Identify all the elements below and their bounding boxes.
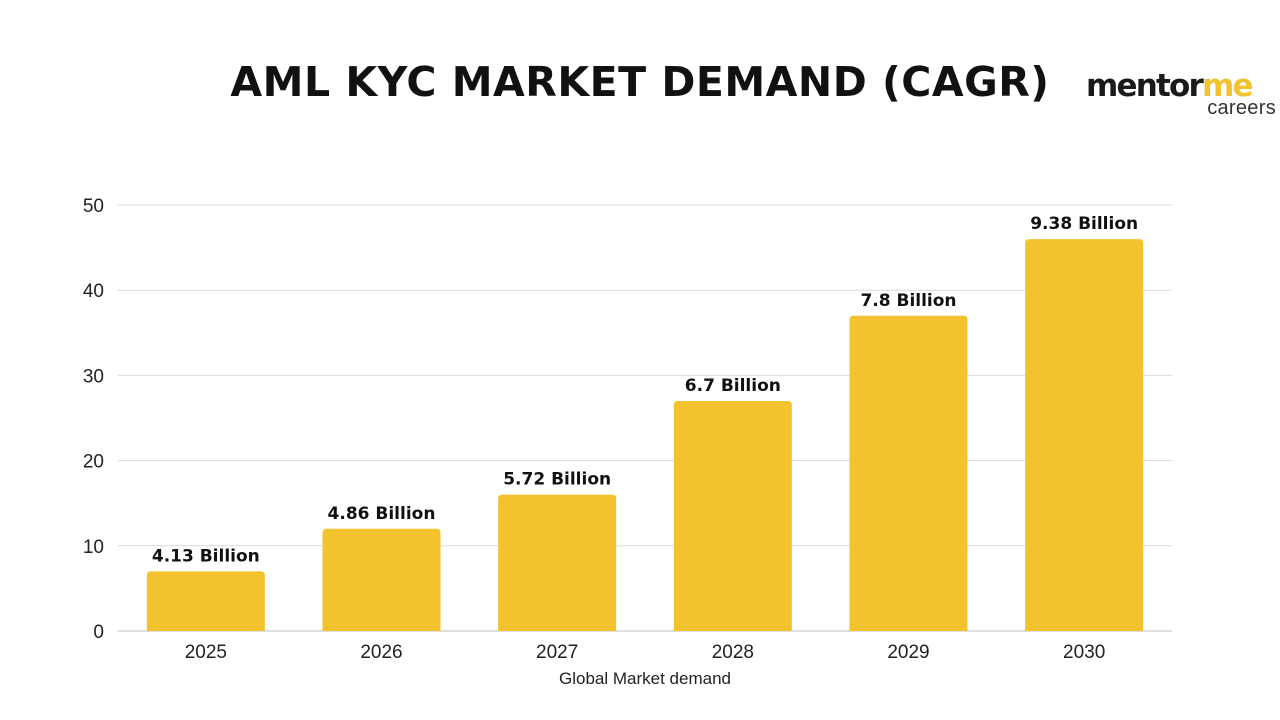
logo-wordmark: mentorme: [1086, 66, 1254, 106]
bar-2026: [322, 528, 441, 631]
y-tick-label: 50: [83, 196, 104, 217]
data-label-2030: 9.38 Billion: [1030, 214, 1138, 234]
y-tick-label: 10: [83, 537, 104, 558]
chart-title: AML KYC MARKET DEMAND (CAGR): [230, 58, 1050, 106]
bar-2030: [1025, 239, 1144, 631]
logo-word-me: me: [1202, 68, 1254, 104]
data-label-2026: 4.86 Billion: [328, 504, 436, 524]
bar-2027: [498, 494, 617, 631]
brand-logo: mentorme careers: [1086, 66, 1278, 126]
data-label-2028: 6.7 Billion: [685, 376, 781, 396]
bar-2028: [673, 400, 792, 631]
logo-subtitle: careers: [1207, 97, 1276, 119]
bar-2025: [146, 571, 265, 631]
logo-word-mentor: mentor: [1086, 68, 1204, 104]
x-tick-label: 2028: [712, 642, 754, 663]
bar-2029: [849, 315, 968, 631]
bars: [146, 239, 1144, 631]
data-labels: 4.13 Billion 4.86 Billion 5.72 Billion 6.7 …: [152, 214, 1138, 566]
y-axis-ticks: 0 10 20 30 40 50: [83, 196, 104, 643]
data-label-2027: 5.72 Billion: [503, 470, 611, 490]
y-tick-label: 30: [83, 366, 104, 387]
x-tick-label: 2026: [360, 642, 402, 663]
data-label-2025: 4.13 Billion: [152, 546, 260, 566]
x-tick-label: 2030: [1063, 642, 1105, 663]
x-axis-ticks: 2025 2026 2027 2028 2029 2030: [185, 642, 1106, 663]
x-axis-title: Global Market demand: [559, 669, 731, 688]
gridlines: [118, 204, 1172, 632]
x-tick-label: 2027: [536, 642, 578, 663]
x-tick-label: 2025: [185, 642, 227, 663]
y-tick-label: 40: [83, 281, 104, 302]
y-tick-label: 0: [93, 622, 104, 643]
y-tick-label: 20: [83, 452, 104, 473]
data-label-2029: 7.8 Billion: [860, 291, 956, 311]
x-tick-label: 2029: [887, 642, 929, 663]
